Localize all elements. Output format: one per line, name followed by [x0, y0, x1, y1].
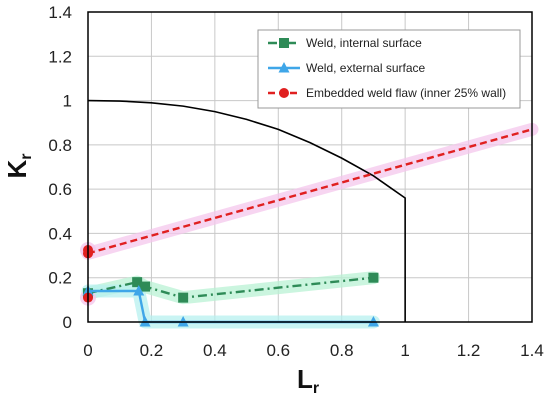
x-tick-label: 1: [400, 341, 409, 360]
x-tick-label: 0.2: [140, 341, 164, 360]
series-2: [83, 128, 533, 303]
y-tick-label: 0.2: [48, 269, 72, 288]
series-0-point: [132, 277, 143, 288]
x-tick-label: 1.4: [520, 341, 544, 360]
y-tick-labels: 0 0.2 0.4 0.6 0.8 1 1.2 1.4: [48, 3, 72, 332]
y-tick-label: 1: [63, 92, 72, 111]
y-tick-label: 1.2: [48, 47, 72, 66]
legend-label: Embedded weld flaw (inner 25% wall): [306, 86, 506, 100]
x-axis-title: Lr: [297, 364, 319, 397]
series-layer: [82, 128, 533, 327]
y-tick-label: 0.4: [48, 224, 72, 243]
legend-label: Weld, internal surface: [306, 36, 422, 50]
series-2-highlight: [81, 122, 539, 260]
legend-swatch-marker: [278, 62, 290, 73]
series-0-point: [368, 272, 379, 283]
x-tick-label: 0.4: [203, 341, 227, 360]
series-highlight-layer: [80, 122, 539, 329]
x-tick-labels: 0 0.2 0.4 0.6 0.8 1 1.2 1.4: [83, 341, 544, 360]
fad-curve-layer: [87, 99, 406, 322]
y-axis-title-main: K: [2, 160, 32, 179]
x-tick-label: 0.6: [266, 341, 290, 360]
x-tick-label: 0.8: [330, 341, 354, 360]
series-0-point: [140, 281, 151, 292]
x-axis-title-sub: r: [313, 380, 319, 397]
y-tick-label: 1.4: [48, 3, 72, 22]
legend-label: Weld, external surface: [306, 61, 425, 75]
y-tick-label: 0: [63, 313, 72, 332]
series-0-point: [178, 292, 189, 303]
plot-frame: [87, 11, 533, 323]
legend-swatch-marker: [279, 38, 289, 48]
legend-item-0: Weld, internal surface: [268, 36, 422, 50]
series-1-point: [133, 285, 145, 296]
legend: Weld, internal surface Weld, external sur…: [257, 29, 521, 109]
legend-box: [257, 29, 521, 109]
legend-swatch-marker: [279, 88, 289, 98]
y-axis-title: Kr: [2, 153, 35, 178]
legend-item-2: Embedded weld flaw (inner 25% wall): [268, 86, 506, 100]
y-axis-title-sub: r: [18, 153, 35, 159]
x-axis-title-main: L: [297, 364, 313, 394]
x-tick-label: 1.2: [457, 341, 481, 360]
y-tick-label: 0.6: [48, 180, 72, 199]
legend-item-1: Weld, external surface: [268, 61, 425, 75]
fad-curve: [87, 99, 406, 322]
y-tick-label: 0.8: [48, 136, 72, 155]
x-tick-label: 0: [83, 341, 92, 360]
